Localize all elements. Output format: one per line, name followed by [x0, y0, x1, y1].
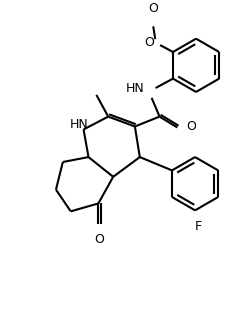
- Text: O: O: [148, 2, 158, 16]
- Text: F: F: [195, 220, 202, 233]
- Text: HN: HN: [70, 118, 88, 131]
- Text: HN: HN: [126, 82, 145, 95]
- Text: O: O: [186, 120, 196, 133]
- Text: O: O: [144, 36, 154, 49]
- Text: O: O: [94, 233, 104, 246]
